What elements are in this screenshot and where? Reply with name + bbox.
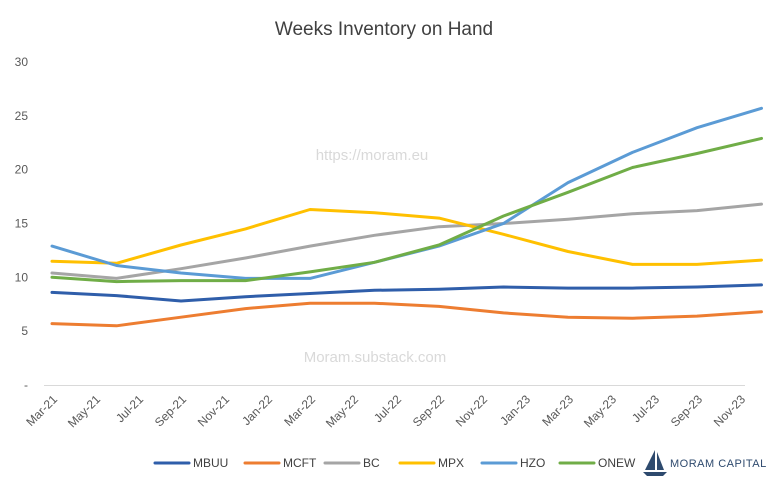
series-line-mcft <box>50 301 763 328</box>
legend-label-hzo: HZO <box>520 456 545 470</box>
legend: MBUU MCFT BC MPX HZO ONEW <box>153 456 636 470</box>
y-axis-ticks: - 5 10 15 20 25 30 <box>15 55 29 392</box>
x-tick-label: Nov-22 <box>453 392 490 429</box>
x-tick-label: Sep-23 <box>668 392 705 429</box>
sailboat-icon <box>643 450 667 476</box>
x-axis-ticks: Mar-21 May-21 Jul-21 Sep-21 Nov-21 Jan-22 Mar-… <box>23 392 748 430</box>
x-tick-label: May-21 <box>65 392 103 430</box>
legend-label-bc: BC <box>363 456 380 470</box>
x-tick-label: May-23 <box>581 392 619 430</box>
y-tick-label: - <box>24 378 28 392</box>
series-line-mbuu <box>50 283 763 303</box>
y-tick-label: 5 <box>21 324 28 338</box>
series-line-onew <box>50 136 763 284</box>
x-tick-label: Jan-23 <box>497 392 533 428</box>
y-tick-label: 25 <box>15 109 29 123</box>
legend-label-onew: ONEW <box>598 456 636 470</box>
series-lines <box>50 106 763 328</box>
brand-logo: MORAM CAPITAL <box>643 450 767 476</box>
x-tick-label: Sep-22 <box>410 392 447 429</box>
x-tick-label: Nov-21 <box>195 392 232 429</box>
y-tick-label: 15 <box>15 217 29 231</box>
x-tick-label: Jul-21 <box>113 392 146 425</box>
x-tick-label: Mar-23 <box>539 392 576 429</box>
y-tick-label: 30 <box>15 55 29 69</box>
x-tick-label: Jul-23 <box>629 392 662 425</box>
series-line-mpx <box>50 208 763 266</box>
y-tick-label: 10 <box>15 270 29 284</box>
x-tick-label: Mar-21 <box>23 392 60 429</box>
legend-label-mbuu: MBUU <box>193 456 228 470</box>
x-tick-label: Mar-22 <box>281 392 318 429</box>
x-tick-label: Sep-21 <box>152 392 189 429</box>
brand-name: MORAM CAPITAL <box>670 458 767 470</box>
y-tick-label: 20 <box>15 163 29 177</box>
chart-title: Weeks Inventory on Hand <box>275 19 493 40</box>
watermark-substack: Moram.substack.com <box>304 349 447 366</box>
x-tick-label: May-22 <box>323 392 361 430</box>
x-tick-label: Jan-22 <box>239 392 275 428</box>
legend-label-mpx: MPX <box>438 456 464 470</box>
legend-label-mcft: MCFT <box>283 456 317 470</box>
x-tick-label: Nov-23 <box>711 392 748 429</box>
watermark-url: https://moram.eu <box>316 147 429 164</box>
x-tick-label: Jul-22 <box>371 392 404 425</box>
